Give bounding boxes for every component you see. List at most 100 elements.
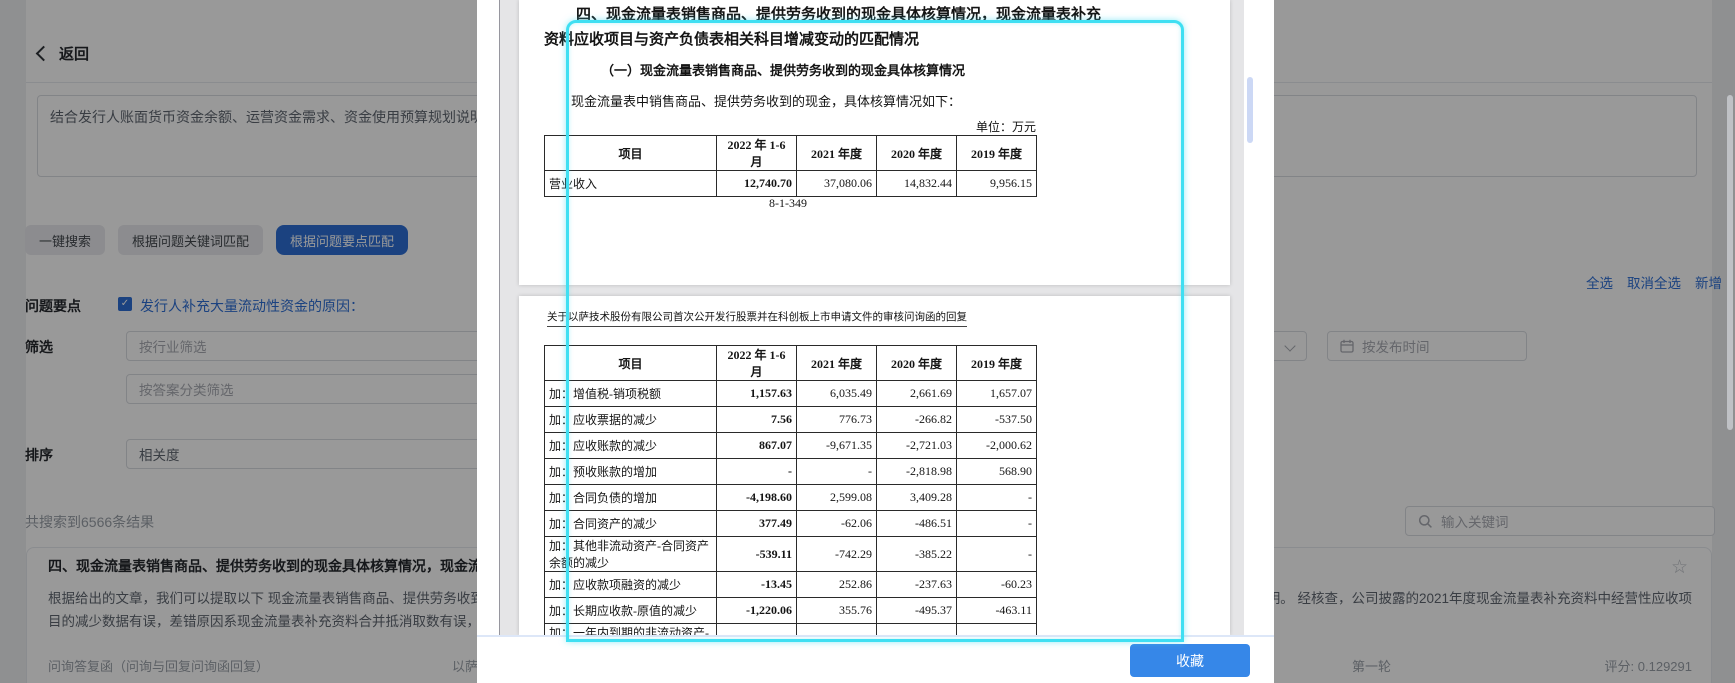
doc-page-number: 8-1-349 [769, 196, 807, 210]
table-cell: 加：增值税-销项税额 [544, 380, 717, 407]
table-cell: - [796, 458, 877, 485]
table-row: 营业收入 12,740.70 37,080.06 14,832.44 9,956.15 [544, 170, 1037, 197]
table-header-cell: 2021 年度 [796, 135, 877, 171]
result-card-title: 四、现金流量表销售商品、提供劳务收到的现金具体核算情况，现金流量表 [48, 558, 510, 574]
table-cell: 377.49 [716, 510, 797, 537]
table-row: 加：合同资产的减少 377.49 -62.06 -486.51- [544, 510, 1037, 537]
table-header-cell: 2021 年度 [796, 345, 877, 381]
table-header-cell: 2020 年度 [876, 135, 957, 171]
table-cell: -463.11 [956, 597, 1037, 624]
table-header-cell: 2019 年度 [956, 135, 1037, 171]
keyword-placeholder: 输入关键词 [1441, 515, 1509, 530]
table-header-cell: 项目 [544, 135, 717, 171]
table-row: 加：应收款项融资的减少 -13.45 252.86 -237.63 -60.23 [544, 571, 1037, 598]
table-cell: 1,157.63 [716, 380, 797, 407]
table-cell: -495.37 [876, 597, 957, 624]
table-row: 加：长期应收款-原值的减少 -1,220.06 355.76 -495.37 -463.… [544, 597, 1037, 624]
select-all-link[interactable]: 全选 [1586, 276, 1613, 291]
table-cell: -237.63 [876, 571, 957, 598]
table-cell: 12,740.70 [716, 170, 797, 197]
pdf-page-1: 四、现金流量表销售商品、提供劳务收到的现金具体核算情况，现金流量表补充 资料应收… [519, 0, 1230, 285]
table-row: 加：应收账款的减少 867.07 -9,671.35 -2,721.03 -2,000.… [544, 432, 1037, 459]
result-card-body-line1-right: 明。 经核查，公司披露的2021年度现金流量表补充资料中经营性应收项 [1266, 591, 1692, 606]
star-icon[interactable]: ☆ [1671, 557, 1689, 578]
table-row: 加：预收账款的增加 - - -2,818.98 568.90 [544, 458, 1037, 485]
table-cell: -2,721.03 [876, 432, 957, 459]
sort-value: 相关度 [139, 448, 180, 463]
pdf-viewer[interactable]: 四、现金流量表销售商品、提供劳务收到的现金具体核算情况，现金流量表补充 资料应收… [499, 0, 1244, 635]
result-card-company: 以萨 [452, 659, 479, 674]
table-cell: - [716, 458, 797, 485]
page-scrollbar[interactable] [1727, 95, 1733, 430]
filter-label: 筛选 [25, 339, 53, 355]
table-cell: 1,657.07 [956, 380, 1037, 407]
cash-flow-adjustment-table: 项目 2022 年 1-6 月 2021 年度 2020 年度 2019 年度 加：增值税… [544, 345, 1037, 635]
table-row: 加：其他非流动资产-合同资产余额的减少 -539.11 -742.29 -385.22… [544, 536, 1037, 572]
table-row: 加：应收票据的减少 7.56 776.73 -266.82 -537.50 [544, 406, 1037, 433]
keypoint-label: 问题要点 [25, 298, 81, 314]
modal-footer: 收藏 [477, 635, 1274, 683]
table-cell: -537.50 [956, 406, 1037, 433]
table-cell: 3,409.28 [876, 484, 957, 511]
table-cell: -266.82 [876, 406, 957, 433]
table-cell: - [956, 484, 1037, 511]
table-cell: 加：应收票据的减少 [544, 406, 717, 433]
table-cell: 355.76 [796, 597, 877, 624]
table-cell: -1,220.06 [716, 597, 797, 624]
table-cell [956, 623, 1037, 635]
result-card-source: 问询答复函（问询与回复问询函回复） [48, 659, 270, 674]
publish-date-placeholder: 按发布时间 [1362, 340, 1430, 355]
calendar-icon [1340, 339, 1354, 353]
table-cell: 加：其他非流动资产-合同资产余额的减少 [544, 536, 717, 572]
table-cell: 6,035.49 [796, 380, 877, 407]
back-button[interactable]: 返回 [35, 44, 89, 63]
revenue-table: 项目 2022 年 1-6 月 2021 年度 2020 年度 2019 年度 营业收入 1… [544, 135, 1037, 197]
add-new-link[interactable]: 新增 [1695, 276, 1722, 291]
table-row: 加：一年内到期的非流动资产-长 [544, 623, 1037, 635]
selection-links: 全选 取消全选 新增 [1586, 272, 1722, 292]
table-header-cell: 2019 年度 [956, 345, 1037, 381]
table-header-cell: 2022 年 1-6 月 [716, 135, 797, 171]
table-cell: 加：应收账款的减少 [544, 432, 717, 459]
table-cell: 加：一年内到期的非流动资产-长 [544, 623, 717, 635]
table-cell: -385.22 [876, 536, 957, 572]
result-count: 共搜索到6566条结果 [25, 514, 155, 530]
keypoint-checkbox[interactable]: ✓ [118, 297, 132, 311]
table-cell: -486.51 [876, 510, 957, 537]
table-cell: -13.45 [716, 571, 797, 598]
cancel-select-all-link[interactable]: 取消全选 [1627, 276, 1681, 291]
table-cell: -742.29 [796, 536, 877, 572]
table-cell: 加：预收账款的增加 [544, 458, 717, 485]
table-cell: 37,080.06 [796, 170, 877, 197]
table-cell: 加：合同负债的增加 [544, 484, 717, 511]
table-cell: 252.86 [796, 571, 877, 598]
table-cell: 加：长期应收款-原值的减少 [544, 597, 717, 624]
table-cell: -60.23 [956, 571, 1037, 598]
publish-date-picker[interactable]: 按发布时间 [1327, 331, 1527, 361]
table-header-cell: 项目 [544, 345, 717, 381]
table-cell [876, 623, 957, 635]
table-cell: 加：合同资产的减少 [544, 510, 717, 537]
table-cell: -4,198.60 [716, 484, 797, 511]
keyword-search-input[interactable]: 输入关键词 [1405, 506, 1715, 536]
match-by-keypoints-button[interactable]: 根据问题要点匹配 [276, 225, 409, 255]
table-cell: 加：应收款项融资的减少 [544, 571, 717, 598]
table-cell: 867.07 [716, 432, 797, 459]
match-by-keywords-button[interactable]: 根据问题关键词匹配 [118, 225, 264, 255]
table-cell: 776.73 [796, 406, 877, 433]
doc-title-line1: 四、现金流量表销售商品、提供劳务收到的现金具体核算情况，现金流量表补充 [576, 7, 1102, 23]
keypoint-item-link[interactable]: 发行人补充大量流动性资金的原因： [140, 298, 364, 314]
result-card-round: 第一轮 [1352, 659, 1392, 674]
table-header-row: 项目 2022 年 1-6 月 2021 年度 2020 年度 2019 年度 [544, 135, 1037, 171]
table-cell [716, 623, 797, 635]
table-row: 加：增值税-销项税额 1,157.63 6,035.49 2,661.69 1,657.… [544, 380, 1037, 407]
document-preview-modal: 四、现金流量表销售商品、提供劳务收到的现金具体核算情况，现金流量表补充 资料应收… [477, 0, 1274, 683]
modal-scrollbar-thumb[interactable] [1247, 77, 1253, 143]
table-cell: -62.06 [796, 510, 877, 537]
table-cell: 营业收入 [544, 170, 717, 197]
collect-button[interactable]: 收藏 [1130, 644, 1250, 677]
result-card-body-line2: 目的减少数据有误，差错原因系现金流量表补充资料合并抵消取数有误，相 [48, 614, 494, 629]
result-card-score: 评分: 0.129291 [1604, 659, 1692, 674]
table-cell: -2,818.98 [876, 458, 957, 485]
one-click-search-button[interactable]: 一键搜索 [25, 225, 106, 255]
